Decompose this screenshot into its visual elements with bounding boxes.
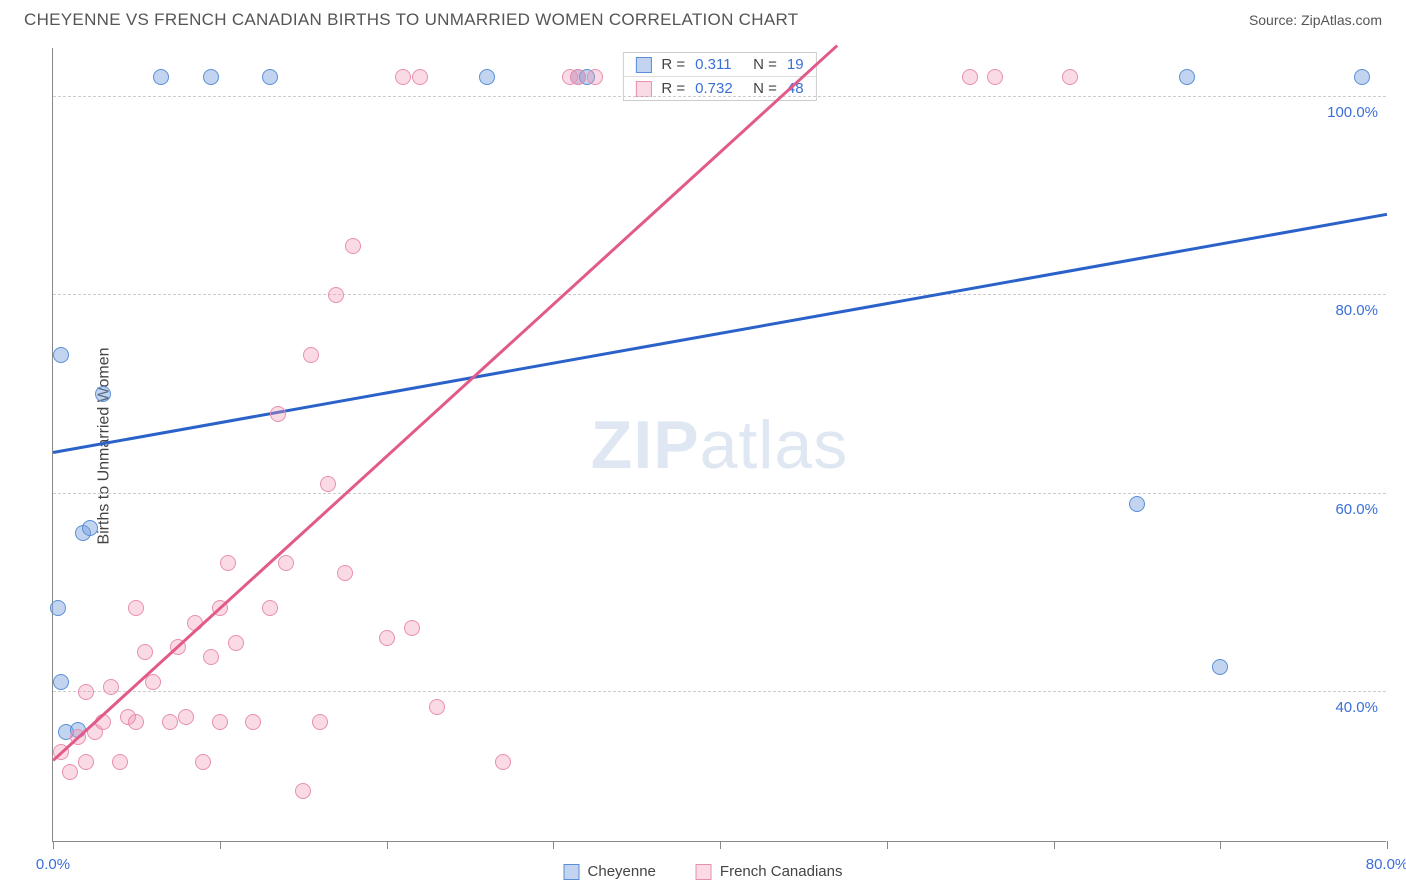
data-point [320, 476, 336, 492]
data-point [212, 714, 228, 730]
legend-label: French Canadians [720, 863, 843, 880]
data-point [570, 69, 586, 85]
data-point [62, 764, 78, 780]
data-point [128, 600, 144, 616]
data-point [270, 406, 286, 422]
data-point [1354, 69, 1370, 85]
data-point [1129, 496, 1145, 512]
data-point [295, 783, 311, 799]
data-point [53, 674, 69, 690]
data-point [328, 287, 344, 303]
data-point [153, 69, 169, 85]
legend-item: French Canadians [696, 863, 843, 880]
legend-swatch [564, 864, 580, 880]
data-point [1062, 69, 1078, 85]
x-tick [53, 841, 54, 849]
legend-n-label: N = [753, 56, 777, 73]
y-tick-label: 100.0% [1327, 104, 1378, 121]
data-point [1179, 69, 1195, 85]
data-point [987, 69, 1003, 85]
data-point [479, 69, 495, 85]
x-tick [1220, 841, 1221, 849]
data-point [245, 714, 261, 730]
watermark: ZIPatlas [591, 406, 848, 484]
source-attribution: Source: ZipAtlas.com [1249, 12, 1382, 28]
x-tick [553, 841, 554, 849]
chart-title: CHEYENNE VS FRENCH CANADIAN BIRTHS TO UN… [24, 10, 798, 30]
gridline [53, 294, 1386, 295]
data-point [178, 709, 194, 725]
data-point [78, 754, 94, 770]
y-tick-label: 40.0% [1335, 699, 1378, 716]
data-point [228, 635, 244, 651]
legend-row: R = 0.311 N = 19 [623, 53, 815, 77]
data-point [53, 347, 69, 363]
x-tick-label: 0.0% [36, 856, 70, 873]
data-point [262, 69, 278, 85]
data-point [203, 69, 219, 85]
data-point [103, 679, 119, 695]
data-point [587, 69, 603, 85]
legend-swatch [635, 57, 651, 73]
data-point [404, 620, 420, 636]
series-legend: Cheyenne French Canadians [564, 863, 843, 880]
data-point [162, 714, 178, 730]
data-point [262, 600, 278, 616]
legend-r-label: R = [661, 56, 685, 73]
data-point [78, 684, 94, 700]
data-point [379, 630, 395, 646]
legend-item: Cheyenne [564, 863, 656, 880]
data-point [50, 600, 66, 616]
data-point [337, 565, 353, 581]
legend-n-label: N = [753, 80, 777, 97]
data-point [145, 674, 161, 690]
chart-header: CHEYENNE VS FRENCH CANADIAN BIRTHS TO UN… [0, 0, 1406, 36]
legend-swatch [635, 81, 651, 97]
x-tick [387, 841, 388, 849]
trend-line [53, 213, 1387, 454]
data-point [220, 555, 236, 571]
correlation-legend: R =0.311N =19R =0.732N =48 [622, 52, 816, 101]
legend-label: Cheyenne [588, 863, 656, 880]
legend-r-value: 0.311 [695, 56, 743, 73]
x-tick [1387, 841, 1388, 849]
y-tick-label: 60.0% [1335, 501, 1378, 518]
trend-line [52, 45, 837, 761]
data-point [278, 555, 294, 571]
x-tick [1054, 841, 1055, 849]
x-tick-label: 80.0% [1366, 856, 1406, 873]
data-point [303, 347, 319, 363]
gridline [53, 691, 1386, 692]
data-point [82, 520, 98, 536]
data-point [429, 699, 445, 715]
data-point [495, 754, 511, 770]
gridline [53, 96, 1386, 97]
data-point [128, 714, 144, 730]
data-point [137, 644, 153, 660]
gridline [53, 493, 1386, 494]
legend-r-value: 0.732 [695, 80, 743, 97]
legend-swatch [696, 864, 712, 880]
data-point [112, 754, 128, 770]
data-point [203, 649, 219, 665]
y-tick-label: 80.0% [1335, 302, 1378, 319]
data-point [95, 386, 111, 402]
data-point [395, 69, 411, 85]
scatter-plot-area: ZIPatlas R =0.311N =19R =0.732N =48 40.0… [52, 48, 1386, 842]
data-point [345, 238, 361, 254]
data-point [1212, 659, 1228, 675]
data-point [312, 714, 328, 730]
x-tick [220, 841, 221, 849]
data-point [412, 69, 428, 85]
x-tick [720, 841, 721, 849]
legend-r-label: R = [661, 80, 685, 97]
data-point [195, 754, 211, 770]
data-point [962, 69, 978, 85]
x-tick [887, 841, 888, 849]
legend-n-value: 19 [787, 56, 804, 73]
